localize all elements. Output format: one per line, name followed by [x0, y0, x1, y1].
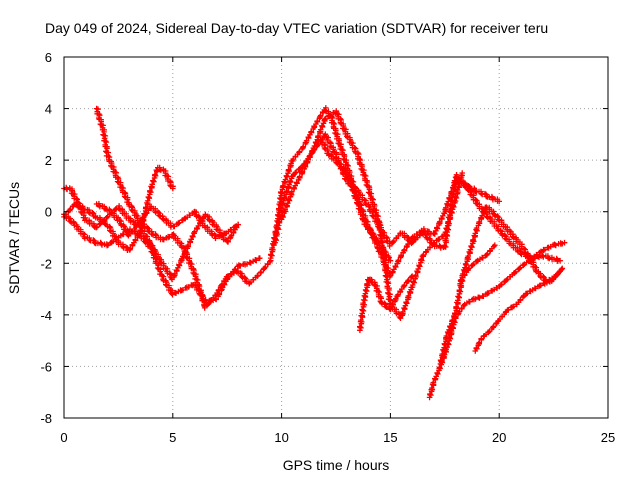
data-points [426, 252, 563, 401]
axis-ticks: 0 5 10 15 20 25 -8 -6 -4 -2 0 2 4 6 [40, 50, 615, 445]
y-tick-label: 0 [45, 205, 52, 220]
x-tick-label: 20 [492, 430, 506, 445]
series-track-10 [426, 252, 563, 401]
series-track-14 [318, 136, 394, 264]
x-tick-label: 5 [169, 430, 176, 445]
data-points [318, 136, 394, 264]
chart-title: Day 049 of 2024, Sidereal Day-to-day VTE… [45, 20, 548, 36]
x-tick-label: 10 [274, 430, 288, 445]
series-track-13 [457, 204, 566, 287]
x-tick-label: 15 [383, 430, 397, 445]
x-axis-label: GPS time / hours [283, 457, 390, 473]
data-points [278, 108, 465, 321]
data-points [93, 105, 274, 311]
data-points [93, 200, 241, 242]
x-tick-label: 0 [60, 430, 67, 445]
x-tick-label: 25 [601, 430, 615, 445]
series-track-9 [357, 273, 415, 334]
data-points [357, 273, 415, 334]
series-track-8 [278, 108, 465, 321]
y-tick-label: -8 [40, 411, 52, 426]
series-track-4 [93, 105, 274, 311]
y-axis-label: SDTVAR / TECUs [6, 182, 22, 294]
y-tick-label: -4 [40, 308, 52, 323]
y-tick-label: 6 [45, 50, 52, 65]
plot-frame [63, 56, 609, 419]
data-series [61, 105, 568, 401]
series-track-5 [93, 200, 241, 242]
y-tick-label: 4 [45, 102, 52, 117]
y-tick-label: -2 [40, 256, 52, 271]
series-track-11 [437, 242, 498, 367]
data-points [457, 204, 566, 287]
series-track-7 [272, 131, 568, 261]
y-tick-label: 2 [45, 153, 52, 168]
y-tick-label: -6 [40, 359, 52, 374]
data-points [437, 242, 498, 367]
data-points [272, 131, 568, 261]
